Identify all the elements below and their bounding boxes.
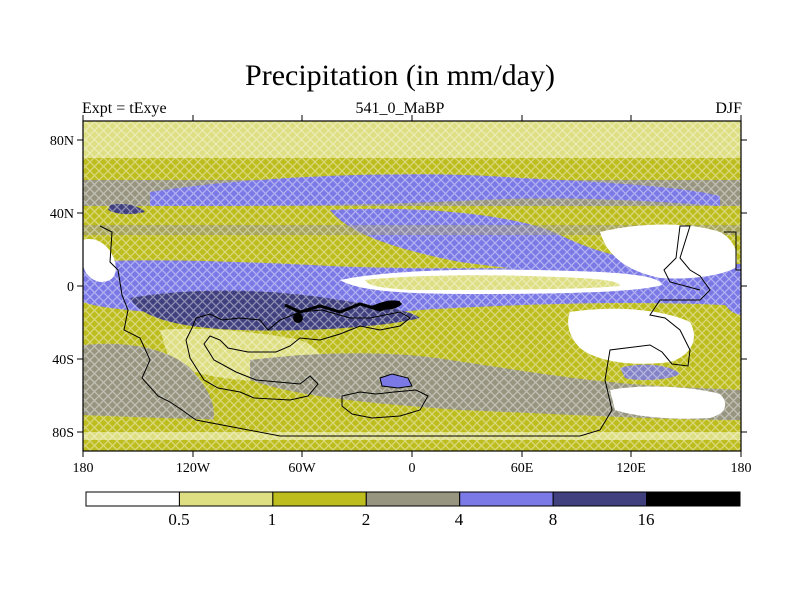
colorbar-label: 1 (268, 510, 277, 529)
y-tick-label: 0 (67, 280, 74, 295)
x-tick-label: 120W (176, 461, 211, 476)
colorbar-swatch (272, 491, 367, 507)
x-tick-label: 120E (616, 461, 646, 476)
x-axis (82, 115, 742, 457)
x-tick-label: 60E (511, 461, 534, 476)
y-tick-label: 80S (52, 426, 74, 441)
colorbar (85, 491, 741, 507)
colorbar-label: 2 (362, 510, 371, 529)
season-label: DJF (715, 100, 742, 117)
colorbar-label: 8 (549, 510, 558, 529)
colorbar-swatch (646, 491, 741, 507)
y-tick-label: 80N (50, 134, 74, 149)
colorbar-label: 16 (638, 510, 655, 529)
x-tick-label: 180 (731, 461, 752, 476)
colorbar-swatch (552, 491, 648, 507)
continent-outline-3 (341, 389, 429, 419)
continent-outline-2 (185, 309, 411, 401)
x-tick-label: 0 (409, 461, 416, 476)
y-tick-label: 40S (52, 353, 74, 368)
y-tick-label: 40N (50, 207, 74, 222)
colorbar-swatch (365, 491, 461, 507)
colorbar-label: 0.5 (168, 510, 189, 529)
experiment-label: Expt = tExye (82, 100, 167, 117)
colorbar-swatch (459, 491, 554, 507)
colorbar-swatch (178, 491, 274, 507)
x-tick-label: 60W (288, 461, 316, 476)
colorbar-swatch (85, 491, 180, 507)
colorbar-label: 4 (455, 510, 464, 529)
y-axis (77, 139, 747, 433)
continent-outline-1 (99, 225, 711, 437)
x-tick-label: 180 (73, 461, 94, 476)
time-period-label: 541_0_MaBP (355, 100, 445, 117)
map-title: Precipitation (in mm/day) (245, 59, 555, 92)
significance-hatching (83, 121, 741, 451)
continent-outline-4 (379, 373, 413, 389)
map-field (83, 121, 741, 451)
